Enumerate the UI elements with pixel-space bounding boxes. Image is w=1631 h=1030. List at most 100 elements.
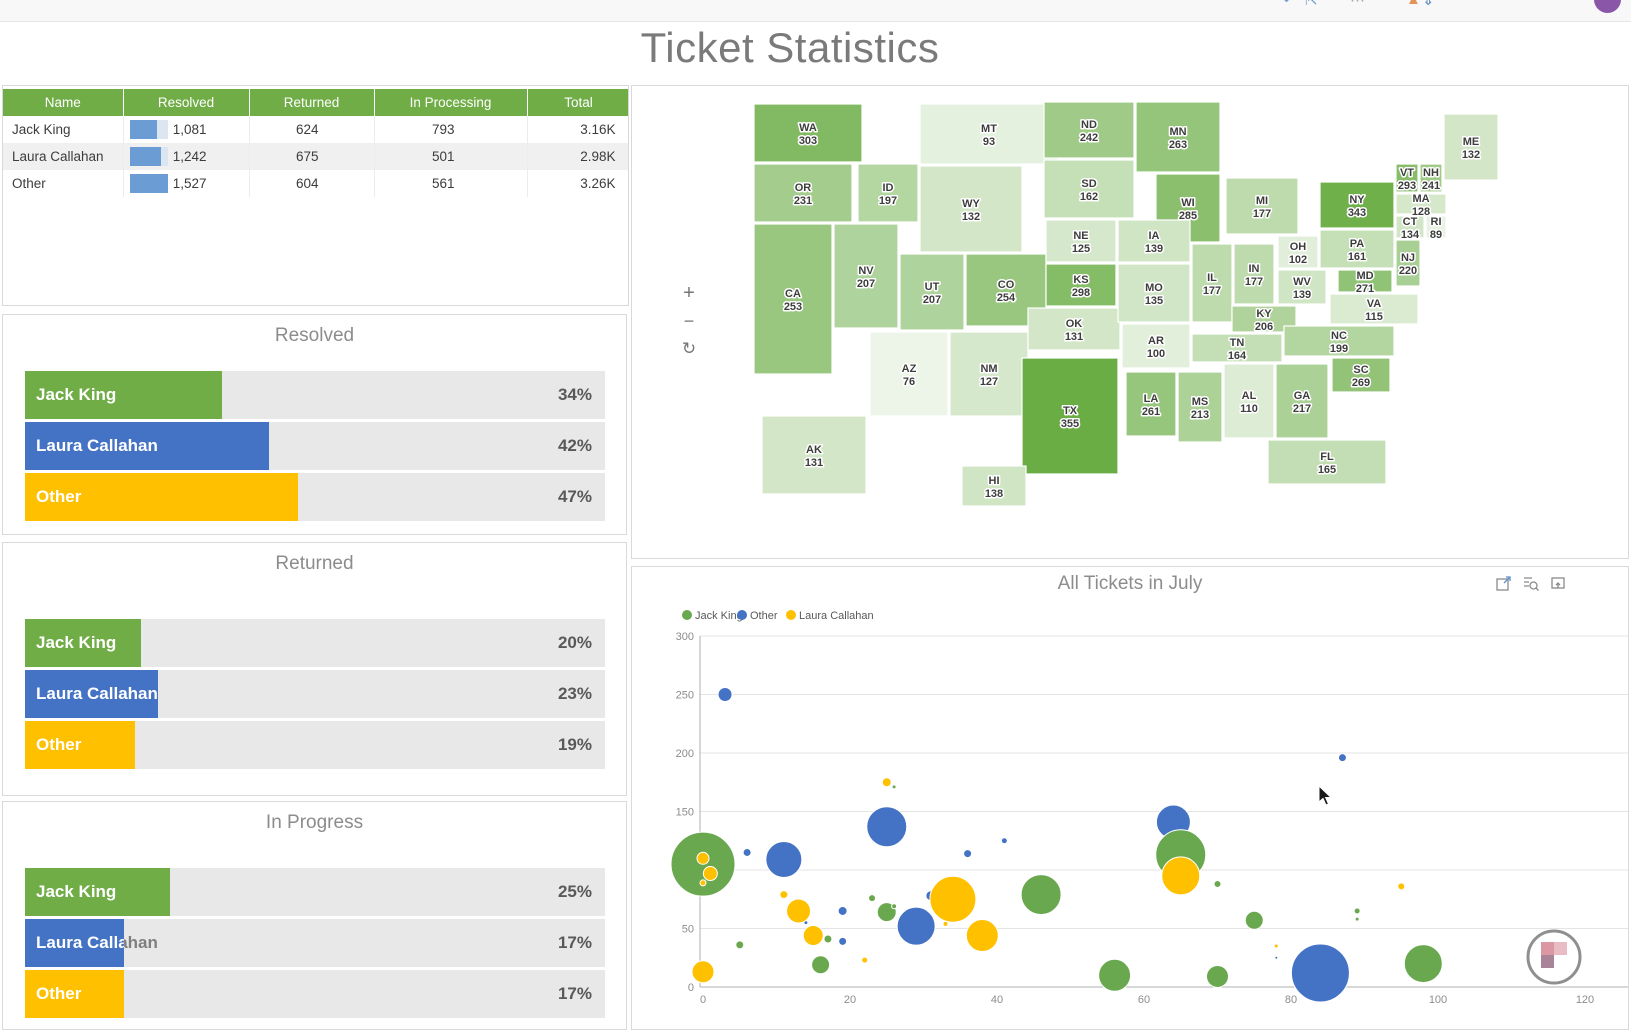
share-icon[interactable]: ⇱: [1305, 0, 1318, 9]
menu-dots-icon[interactable]: ⋯: [1350, 0, 1365, 9]
download-icon[interactable]: ⇓: [1422, 0, 1435, 9]
bubble-jack-king[interactable]: [823, 934, 833, 944]
percent-bar-row[interactable]: Laura CallahanLaura Callahan17%: [25, 919, 605, 967]
table-row[interactable]: Other 1,527 604 561 3.26K: [3, 170, 628, 197]
bubble-laura-callahan[interactable]: [802, 925, 824, 947]
bubble-other[interactable]: [765, 840, 803, 878]
bubble-laura-callahan[interactable]: [1161, 856, 1201, 896]
bubble-jack-king[interactable]: [891, 784, 897, 790]
bubble-laura-callahan[interactable]: [1397, 882, 1406, 891]
alert-icon[interactable]: ▲: [1406, 0, 1421, 8]
bubble-jack-king[interactable]: [868, 894, 877, 903]
bubble-laura-callahan[interactable]: [696, 851, 710, 865]
column-header-total[interactable]: Total: [527, 89, 628, 116]
bubble-jack-king[interactable]: [891, 903, 898, 910]
bubble-jack-king[interactable]: [1206, 964, 1229, 988]
annotation-icon[interactable]: [1550, 575, 1566, 591]
bubble-other[interactable]: [963, 849, 973, 859]
bubble-laura-callahan[interactable]: [699, 879, 707, 887]
bubble-other[interactable]: [1290, 943, 1350, 1003]
table-row[interactable]: Jack King 1,081 624 793 3.16K: [3, 116, 628, 143]
bubble-other[interactable]: [1337, 753, 1347, 763]
bubble-other[interactable]: [838, 936, 848, 946]
table-row[interactable]: Laura Callahan 1,242 675 501 2.98K: [3, 143, 628, 170]
bubble-laura-callahan[interactable]: [702, 866, 718, 882]
bubble-jack-king[interactable]: [1244, 910, 1264, 930]
export-icon[interactable]: [1496, 575, 1512, 591]
bubble-jack-king[interactable]: [1098, 958, 1132, 992]
bubble-other[interactable]: [1274, 955, 1279, 960]
user-avatar[interactable]: [1594, 0, 1621, 13]
column-header-resolved[interactable]: Resolved: [123, 89, 250, 116]
column-header-returned[interactable]: Returned: [249, 89, 375, 116]
percent-bar-row[interactable]: OtherOther47%: [25, 473, 605, 521]
legend-item-laura-callahan[interactable]: Laura Callahan: [786, 610, 874, 622]
map-reset-button[interactable]: ↻: [676, 338, 702, 360]
column-header-in-processing[interactable]: In Processing: [374, 89, 528, 116]
bubble-laura-callahan[interactable]: [786, 898, 812, 924]
bubble-jack-king[interactable]: [1403, 944, 1443, 984]
legend-item-other[interactable]: Other: [737, 610, 778, 622]
bubble-laura-callahan[interactable]: [881, 777, 892, 788]
bubble-laura-callahan[interactable]: [929, 875, 977, 923]
legend-item-jack-king[interactable]: Jack King: [682, 610, 743, 622]
map-zoom-out-button[interactable]: −: [676, 310, 702, 332]
percent-bar-row[interactable]: OtherOther17%: [25, 970, 605, 1018]
bubble-other[interactable]: [866, 806, 908, 848]
zoomcharts-logo[interactable]: [1526, 929, 1582, 985]
undo-icon[interactable]: ↶: [1283, 0, 1296, 9]
bubble-laura-callahan[interactable]: [965, 919, 999, 953]
bubble-other[interactable]: [717, 687, 733, 702]
bubble-jack-king[interactable]: [1020, 874, 1062, 916]
bubble-laura-callahan[interactable]: [779, 890, 789, 900]
bubble-laura-callahan[interactable]: [691, 960, 715, 984]
bubble-laura-callahan[interactable]: [861, 956, 869, 964]
bubble-other[interactable]: [1000, 837, 1008, 845]
